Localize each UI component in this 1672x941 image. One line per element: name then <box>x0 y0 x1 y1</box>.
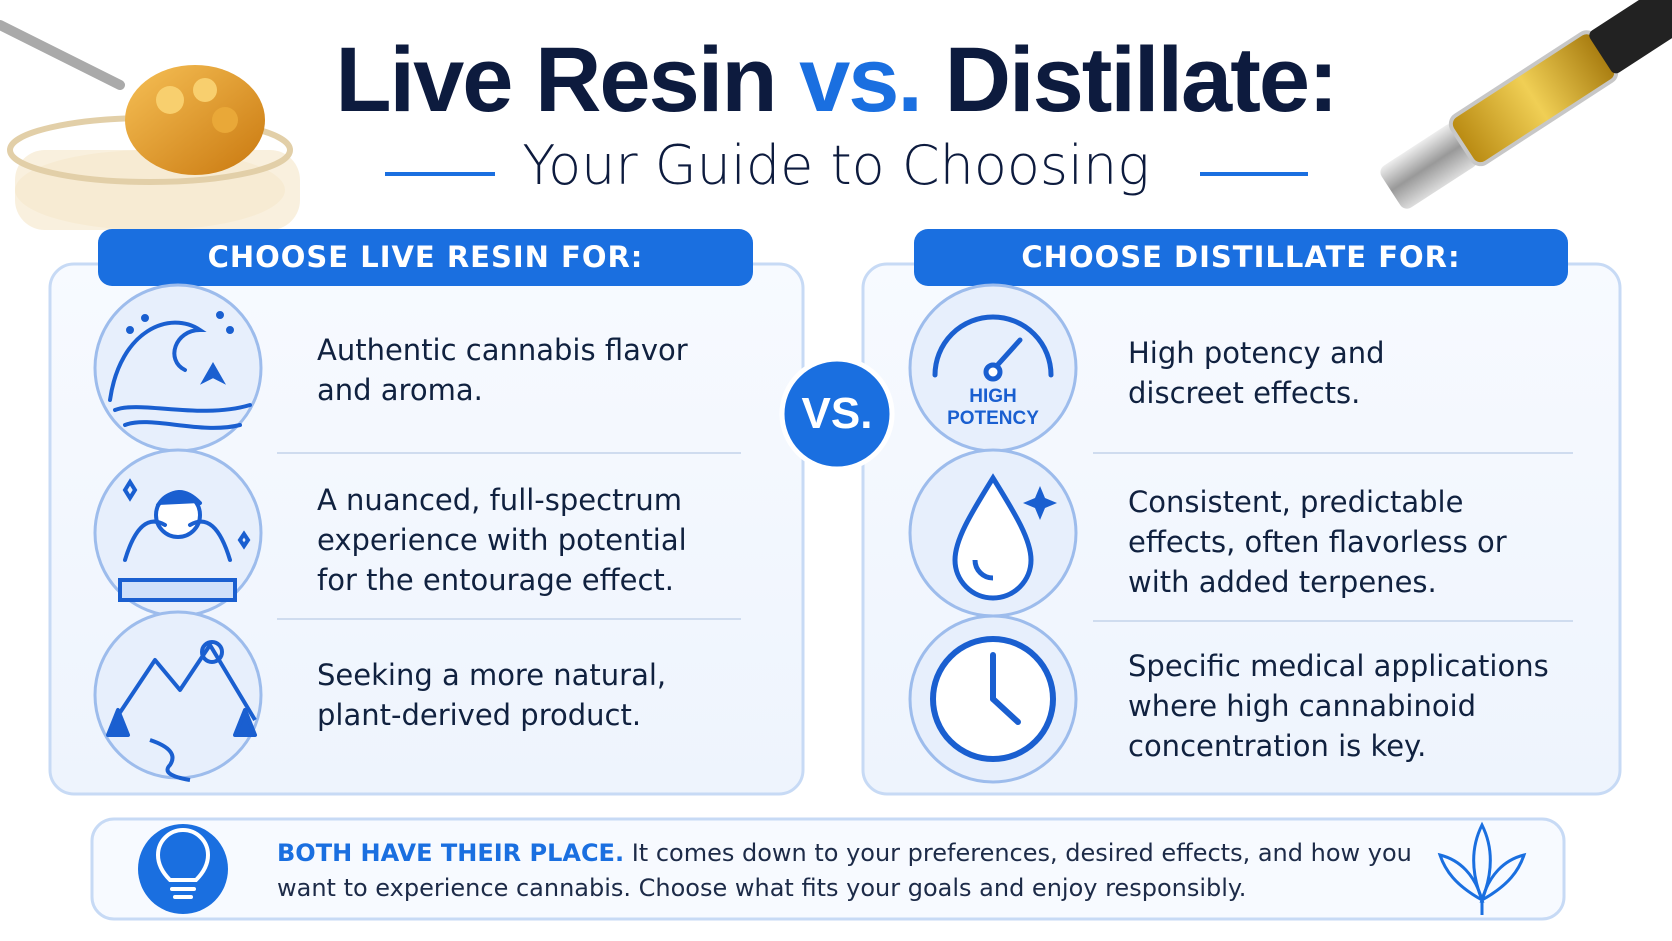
title-left: Live Resin <box>335 29 777 131</box>
vs-badge: VS. <box>801 389 873 438</box>
vs-badge-circle <box>779 356 895 472</box>
reason-text: Seeking a more natural, plant-derived pr… <box>317 658 667 732</box>
footer-text: BOTH HAVE THEIR PLACE. It comes down to … <box>277 836 1427 906</box>
clock-icon-part <box>990 696 1021 725</box>
wave-icon-part <box>108 320 207 402</box>
resin-jar-photo-part <box>212 107 238 133</box>
column-heading: CHOOSE LIVE RESIN FOR: <box>207 240 644 274</box>
subtitle: Your Guide to Choosing <box>522 134 1150 197</box>
icon-label-line: HIGH <box>969 386 1017 407</box>
drop-icon-part <box>972 559 994 581</box>
leaf-icon <box>1437 821 1527 915</box>
reason-text: High potency and discreet effects. <box>1128 336 1385 410</box>
wave-icon-part <box>123 420 242 430</box>
leaf-icon-part <box>1472 821 1492 905</box>
resin-jar-photo-part <box>193 78 217 102</box>
wave-icon-part <box>199 361 227 385</box>
leaf-icon-part <box>1479 852 1527 904</box>
distillate-cartridge-photo-part <box>1380 123 1478 209</box>
distillate-cartridge-photo <box>1380 0 1672 209</box>
mountain-icon-part <box>200 640 224 664</box>
reason-text: A nuanced, full-spectrum experience with… <box>317 483 687 597</box>
mountain-icon <box>106 640 257 782</box>
relax-icon <box>118 478 251 602</box>
resin-jar-photo <box>0 20 300 230</box>
footer-lead: BOTH HAVE THEIR PLACE. <box>277 839 625 867</box>
dividers <box>277 452 1573 622</box>
leaf-icon-part <box>1437 852 1485 904</box>
resin-jar-photo-part <box>15 150 300 230</box>
icon-label-line: POTENCY <box>947 408 1039 429</box>
title-right: Distillate: <box>944 29 1339 131</box>
icon-circles-part <box>93 610 263 780</box>
drop-icon-part <box>1023 486 1057 520</box>
relax-icon-part <box>122 478 138 502</box>
title-vs: vs. <box>799 29 923 131</box>
left-heading-pill <box>98 229 753 286</box>
bulb-icon-part <box>155 828 211 882</box>
reason-text: Consistent, predictable effects, often f… <box>1128 485 1507 599</box>
gauge-icon-part <box>983 362 1003 382</box>
mountain-icon-part <box>106 708 257 737</box>
wave-icon <box>108 311 252 430</box>
relax-icon-part <box>156 490 202 507</box>
mountain-icon-part <box>113 643 257 722</box>
icon-label: HIGH POTENCY <box>933 386 1053 430</box>
wave-icon-part <box>126 326 134 334</box>
resin-jar-photo-part <box>0 20 125 90</box>
right-heading-pill <box>914 229 1568 286</box>
relax-icon-part <box>118 578 237 602</box>
relax-icon-part <box>237 530 251 550</box>
column-heading: CHOOSE DISTILLATE FOR: <box>1021 240 1461 274</box>
mountain-icon-part <box>149 738 191 782</box>
wave-icon-part <box>141 314 149 322</box>
bulb-icon <box>155 828 211 899</box>
reason-text: Authentic cannabis flavor and aroma. <box>317 333 688 407</box>
bulb-circle <box>138 824 228 914</box>
reason-text: Specific medical applications where high… <box>1128 649 1549 763</box>
wave-icon-part <box>113 403 252 413</box>
gauge-icon-part <box>932 314 1054 378</box>
wave-icon-part <box>226 326 234 334</box>
drop-icon <box>952 473 1057 601</box>
resin-jar-photo-part <box>156 86 184 114</box>
footer-box <box>90 817 1566 921</box>
relax-icon-part <box>123 519 232 562</box>
distillate-cartridge-photo-part <box>1589 0 1672 74</box>
clock-icon <box>930 636 1056 762</box>
footer-body: It comes down to your preferences, desir… <box>277 839 1412 902</box>
title: Live Resin vs. Distillate: <box>0 28 1672 133</box>
gauge-icon <box>932 314 1054 382</box>
drop-icon-part <box>952 473 1034 601</box>
wave-icon-part <box>216 311 224 319</box>
